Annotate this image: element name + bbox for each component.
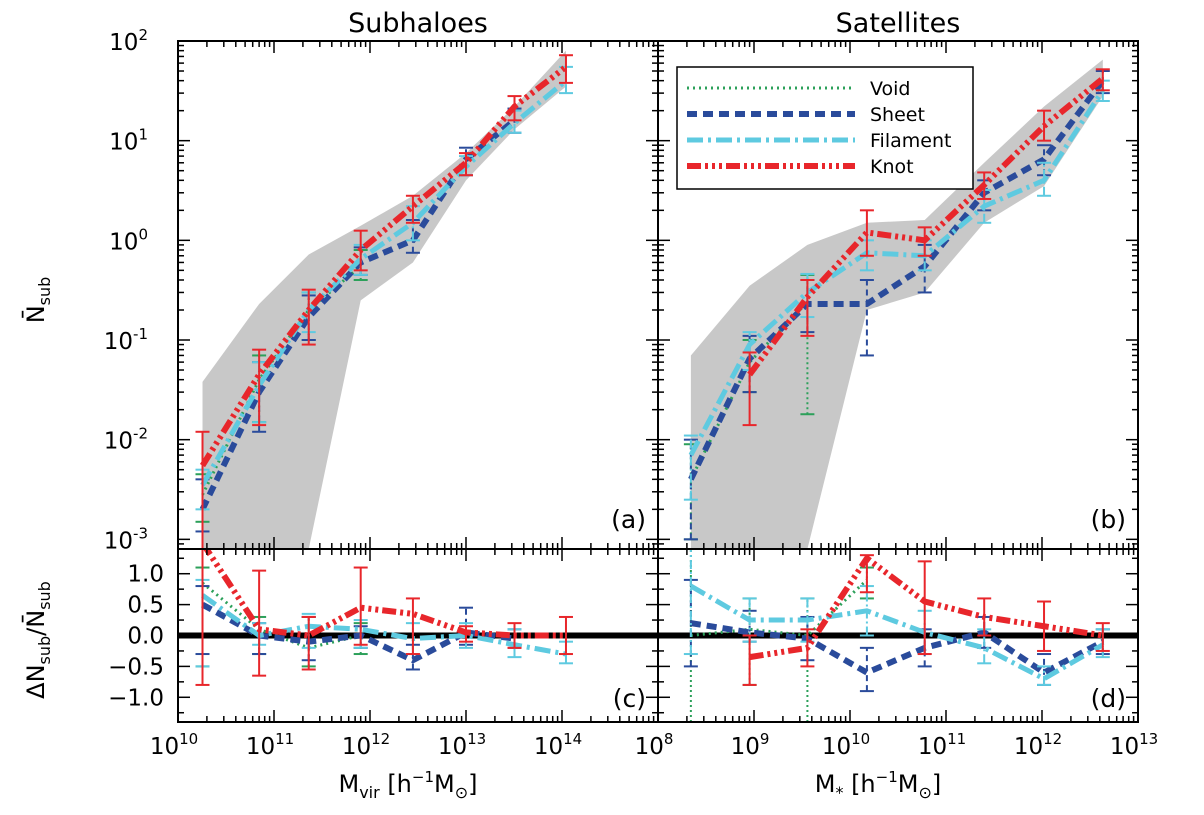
x-axis-label: Mvir [h−1M⊙] [338, 768, 477, 802]
series-knot-a [195, 54, 573, 549]
y-tick-label: 10-3 [104, 524, 148, 554]
y-tick-label: 101 [109, 126, 148, 156]
series-knot-d [742, 554, 1110, 686]
line-sheet-b [688, 78, 1106, 481]
line-knot-b [747, 76, 1105, 377]
line-knot-c [202, 549, 566, 639]
legend-label-sheet: Sheet [870, 104, 925, 126]
line-filament-b [688, 88, 1105, 457]
legend-box [676, 66, 974, 190]
x-tick-label: 1011 [246, 730, 294, 760]
x-axis-label: M* [h−1M⊙] [815, 768, 942, 802]
x-tick-label: 1010 [150, 730, 198, 760]
line-filament-a [200, 78, 568, 487]
series-filament-d [683, 549, 1110, 686]
y-tick-label: −1.0 [108, 685, 164, 711]
line-void-d [690, 578, 868, 637]
x-tick-label: 1013 [1110, 730, 1158, 760]
panel-label-a: (a) [611, 505, 646, 534]
axes-frames [177, 40, 1139, 723]
data-series [195, 54, 1110, 722]
x-tick-label: 108 [635, 730, 674, 760]
x-tick-label: 1012 [1014, 730, 1062, 760]
y-axis-label-bottom: ΔNsub/N̄sub [21, 581, 54, 699]
y-axis-label-top: N̄sub [21, 277, 54, 324]
x-tick-label: 1012 [342, 730, 390, 760]
panel-title-satellites: Satellites [836, 8, 961, 39]
panel-label-c: (c) [613, 684, 646, 713]
text-labels: Subhaloes Satellites (a) (b) (c) (d) 10-3 10-2 1… [21, 8, 1159, 802]
y-tick-label: −0.5 [108, 654, 164, 680]
y-tick-label: 1.0 [127, 562, 164, 588]
panel-label-d: (d) [1091, 684, 1126, 713]
panel-title-subhaloes: Subhaloes [348, 8, 488, 39]
y-tick-label: 102 [109, 26, 148, 56]
line-filament-c [201, 593, 567, 657]
series-knot-c [195, 549, 573, 686]
line-filament-d [689, 583, 1105, 682]
line-void-c [201, 581, 362, 650]
line-knot-d [749, 555, 1104, 661]
x-tick-label: 1011 [918, 730, 966, 760]
scatter-band-a [202, 50, 566, 549]
x-tick-label: 109 [731, 730, 770, 760]
line-knot-a [199, 64, 568, 468]
series-knot-b [742, 68, 1110, 427]
legend-label-knot: Knot [870, 156, 914, 178]
y-tick-label: 0.5 [127, 593, 164, 619]
legend-label-void: Void [870, 78, 911, 100]
y-tick-label: 100 [109, 225, 148, 255]
y-tick-label: 10-1 [104, 325, 148, 355]
line-sheet-d [690, 620, 1105, 676]
x-tick-label: 1010 [822, 730, 870, 760]
legend: Void Sheet Filament Knot [676, 66, 974, 190]
y-tick-label: 0.0 [127, 624, 164, 650]
x-tick-label: 1013 [438, 730, 486, 760]
legend-label-filament: Filament [870, 130, 951, 152]
panel-label-b: (b) [1091, 505, 1126, 534]
y-tick-label: 10-2 [104, 425, 148, 455]
x-tick-label: 1014 [534, 730, 582, 760]
